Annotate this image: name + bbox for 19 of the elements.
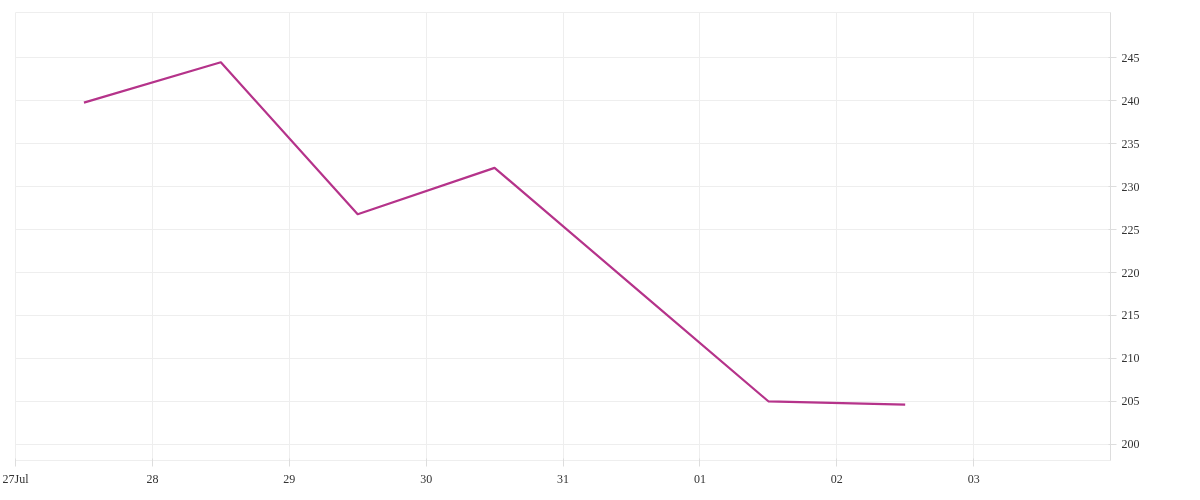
x-tick-label: 28 [146,471,159,486]
line-series [82,61,907,406]
y-tick-label: 245 [1121,50,1140,65]
y-tick-label: 215 [1121,308,1140,323]
y-tick-label: 205 [1121,394,1140,409]
x-tick-label: 30 [420,471,433,486]
x-tick-label: 31 [557,471,569,486]
x-tick-label: 27Jul [2,471,30,486]
y-tick-label: 235 [1121,136,1140,151]
y-tick-label: 200 [1121,437,1140,452]
x-tick-label: 29 [283,471,296,486]
y-tick-label: 230 [1121,179,1140,194]
y-tick-label: 240 [1121,93,1140,108]
x-tick-label: 02 [830,471,843,486]
x-tick-label: 03 [967,471,980,486]
y-tick-label: 225 [1121,222,1140,237]
y-tick-label: 220 [1121,265,1140,280]
y-tick-label: 210 [1121,351,1140,366]
x-tick-label: 01 [693,471,706,486]
